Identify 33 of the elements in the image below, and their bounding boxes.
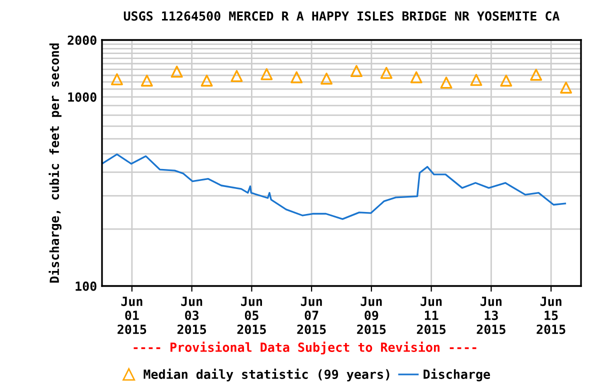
x-tick-label: Jun 07 2015	[297, 296, 326, 334]
legend-label: Discharge	[424, 368, 490, 382]
point	[560, 82, 572, 94]
point	[200, 74, 213, 87]
y-tick-label: 2000	[68, 35, 96, 45]
y-tick-label: 100	[76, 281, 96, 291]
x-tick-label: Jun 09 2015	[357, 296, 386, 334]
x-tick-label: Jun 11 2015	[416, 296, 446, 334]
point	[470, 74, 482, 86]
point	[500, 74, 512, 87]
point	[530, 68, 542, 81]
line-series	[102, 153, 566, 220]
x-tick-label: Jun 03 2015	[177, 296, 206, 334]
x-tick-label: Jun 01 2015	[118, 296, 146, 334]
point	[140, 74, 153, 87]
point	[380, 66, 392, 79]
point	[440, 76, 452, 89]
x-tick-label: Jun 15 2015	[536, 296, 566, 334]
x-tick-label: Jun 05 2015	[237, 296, 266, 334]
y-axis-title: Discharge, cubic feet per second	[48, 44, 62, 283]
point	[320, 72, 333, 85]
y-tick-label: 1000	[68, 92, 96, 102]
chart-title: USGS 11264500 MERCED R A HAPPY ISLES BRIDGE NR YOSEMITE CA	[124, 11, 560, 21]
point	[410, 71, 422, 84]
point	[350, 65, 362, 78]
point	[290, 71, 303, 84]
legend-label: Median daily statistic (99 years)	[144, 368, 390, 382]
point	[110, 73, 123, 86]
text: ---- Provisional Data Subject to Revision ----	[134, 342, 476, 354]
point	[260, 68, 273, 80]
point	[170, 66, 183, 78]
x-tick-label: Jun 13 2015	[476, 296, 506, 334]
point	[230, 70, 243, 82]
